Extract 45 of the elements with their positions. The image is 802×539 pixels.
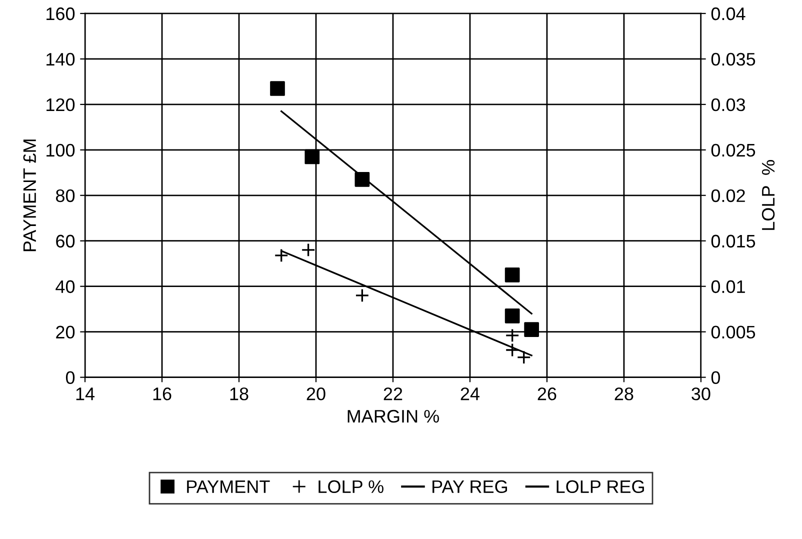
x-tick-label: 14: [76, 388, 95, 400]
point: [504, 308, 520, 324]
point: [504, 268, 520, 282]
x-tick-label: 18: [230, 388, 248, 400]
y2-tick-label: 0.02: [711, 189, 745, 202]
y2-tick-label: 0.035: [711, 52, 756, 66]
x-tick-label: 24: [460, 388, 480, 400]
y2-tick-label: 0.005: [711, 326, 756, 339]
x-axis-title: MARGIN %: [348, 410, 439, 423]
y-tick-label: 0: [66, 371, 75, 384]
y2-axis-title: LOLP %: [762, 160, 775, 230]
point: [270, 81, 285, 96]
point: [505, 342, 520, 358]
y2-tick-label: 0.01: [711, 280, 745, 294]
point: [355, 288, 370, 302]
y-tick-label: 100: [46, 144, 75, 157]
legend-label: LOLP %: [318, 480, 384, 494]
y-tick-label: 120: [46, 98, 75, 112]
point: [524, 322, 539, 337]
point: [354, 172, 370, 187]
x-tick-label: 30: [692, 388, 710, 400]
y-axis-title: PAYMENT £M: [23, 140, 36, 252]
y2-tick-label: 0.03: [711, 98, 746, 112]
x-tick-label: 28: [614, 388, 634, 400]
point: [304, 149, 320, 164]
point: [505, 328, 520, 343]
x-tick-label: 16: [153, 388, 172, 400]
y-tick-label: 60: [56, 234, 75, 248]
y-tick-label: 140: [46, 52, 75, 66]
y2-tick-label: 0.04: [711, 7, 746, 20]
y2-tick-label: 0.015: [711, 234, 756, 248]
x-tick-label: 22: [384, 388, 402, 400]
x-tick-label: 26: [538, 388, 556, 400]
x-tick-label: 20: [306, 388, 326, 400]
legend-label: PAY REG: [432, 480, 507, 494]
point: [516, 350, 531, 364]
y2-tick-label: 0: [711, 371, 720, 384]
legend-label: LOLP REG: [556, 480, 644, 494]
y-tick-label: 160: [46, 7, 75, 20]
legend-label: PAYMENT: [187, 480, 270, 493]
point: [301, 242, 316, 258]
y-tick-label: 40: [56, 280, 75, 294]
y2-tick-label: 0.025: [711, 144, 756, 157]
y-tick-label: 20: [56, 326, 75, 339]
y-tick-label: 80: [56, 189, 75, 202]
